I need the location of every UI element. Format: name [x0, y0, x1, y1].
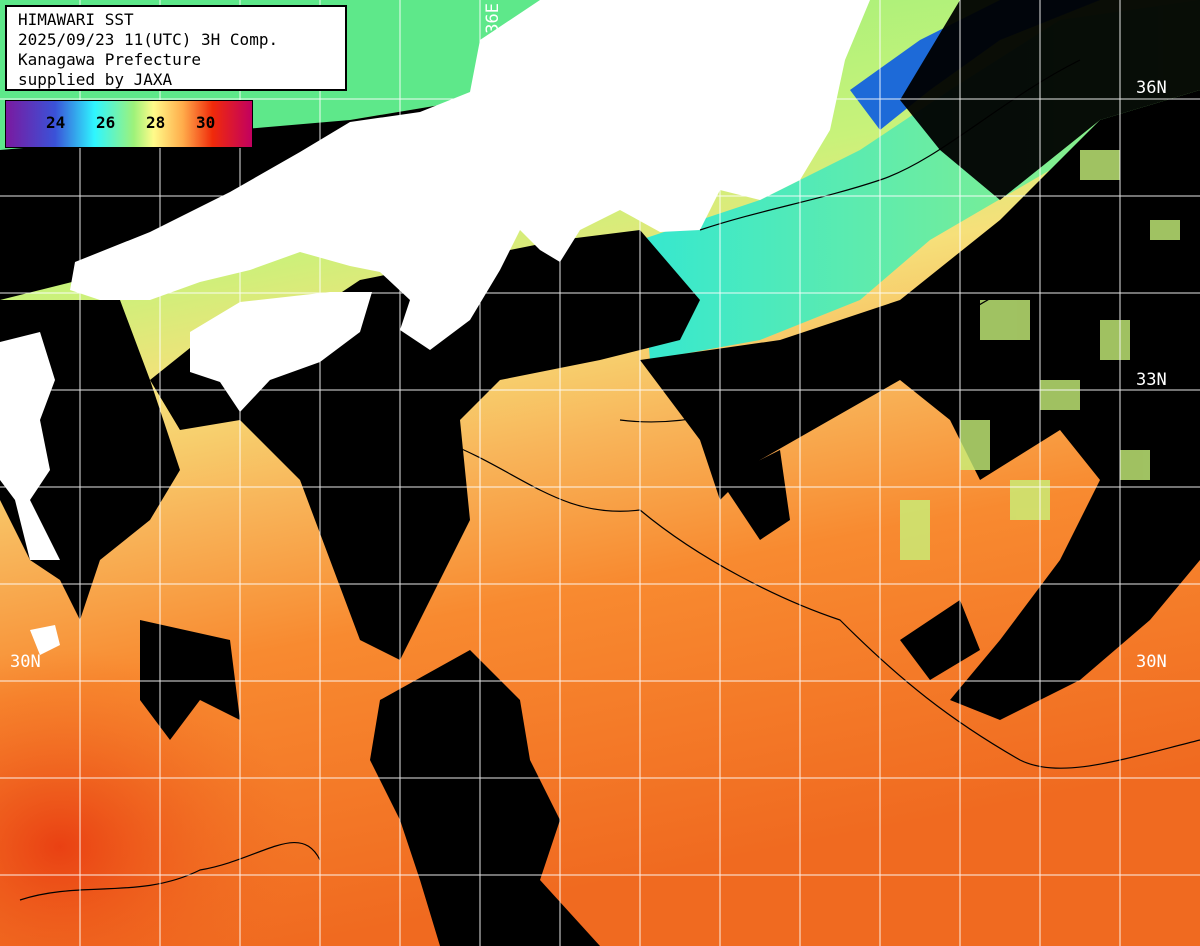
color-scale-bar: 24 26 28 30: [5, 100, 253, 148]
credit-line: supplied by JAXA: [18, 70, 173, 89]
shikoku: [190, 292, 372, 412]
latitude-label-30n: 30N: [1136, 652, 1167, 672]
honshu: [70, 0, 870, 350]
region-line: Kanagawa Prefecture: [18, 50, 202, 69]
latitude-label-36n: 36N: [1136, 78, 1167, 98]
title-box: HIMAWARI SST 2025/09/23 11(UTC) 3H Comp.…: [5, 5, 347, 91]
osumi-islands: [30, 625, 60, 655]
color-scale-tick: 30: [196, 113, 216, 132]
longitude-label-136e: 136E: [483, 3, 503, 44]
color-scale-tick: 26: [96, 113, 116, 132]
latitude-label-33n: 33N: [1136, 370, 1167, 390]
kyushu: [0, 332, 60, 560]
clear-sky-patches: [900, 150, 1180, 560]
timestamp-line: 2025/09/23 11(UTC) 3H Comp.: [18, 30, 279, 49]
land: [0, 0, 870, 655]
color-scale-tick: 28: [146, 113, 166, 132]
color-scale-tick: 24: [46, 113, 66, 132]
isotherm-contours: [19, 59, 1200, 901]
title-line: HIMAWARI SST: [18, 10, 134, 29]
latitude-label-30n-left: 30N: [10, 652, 41, 672]
